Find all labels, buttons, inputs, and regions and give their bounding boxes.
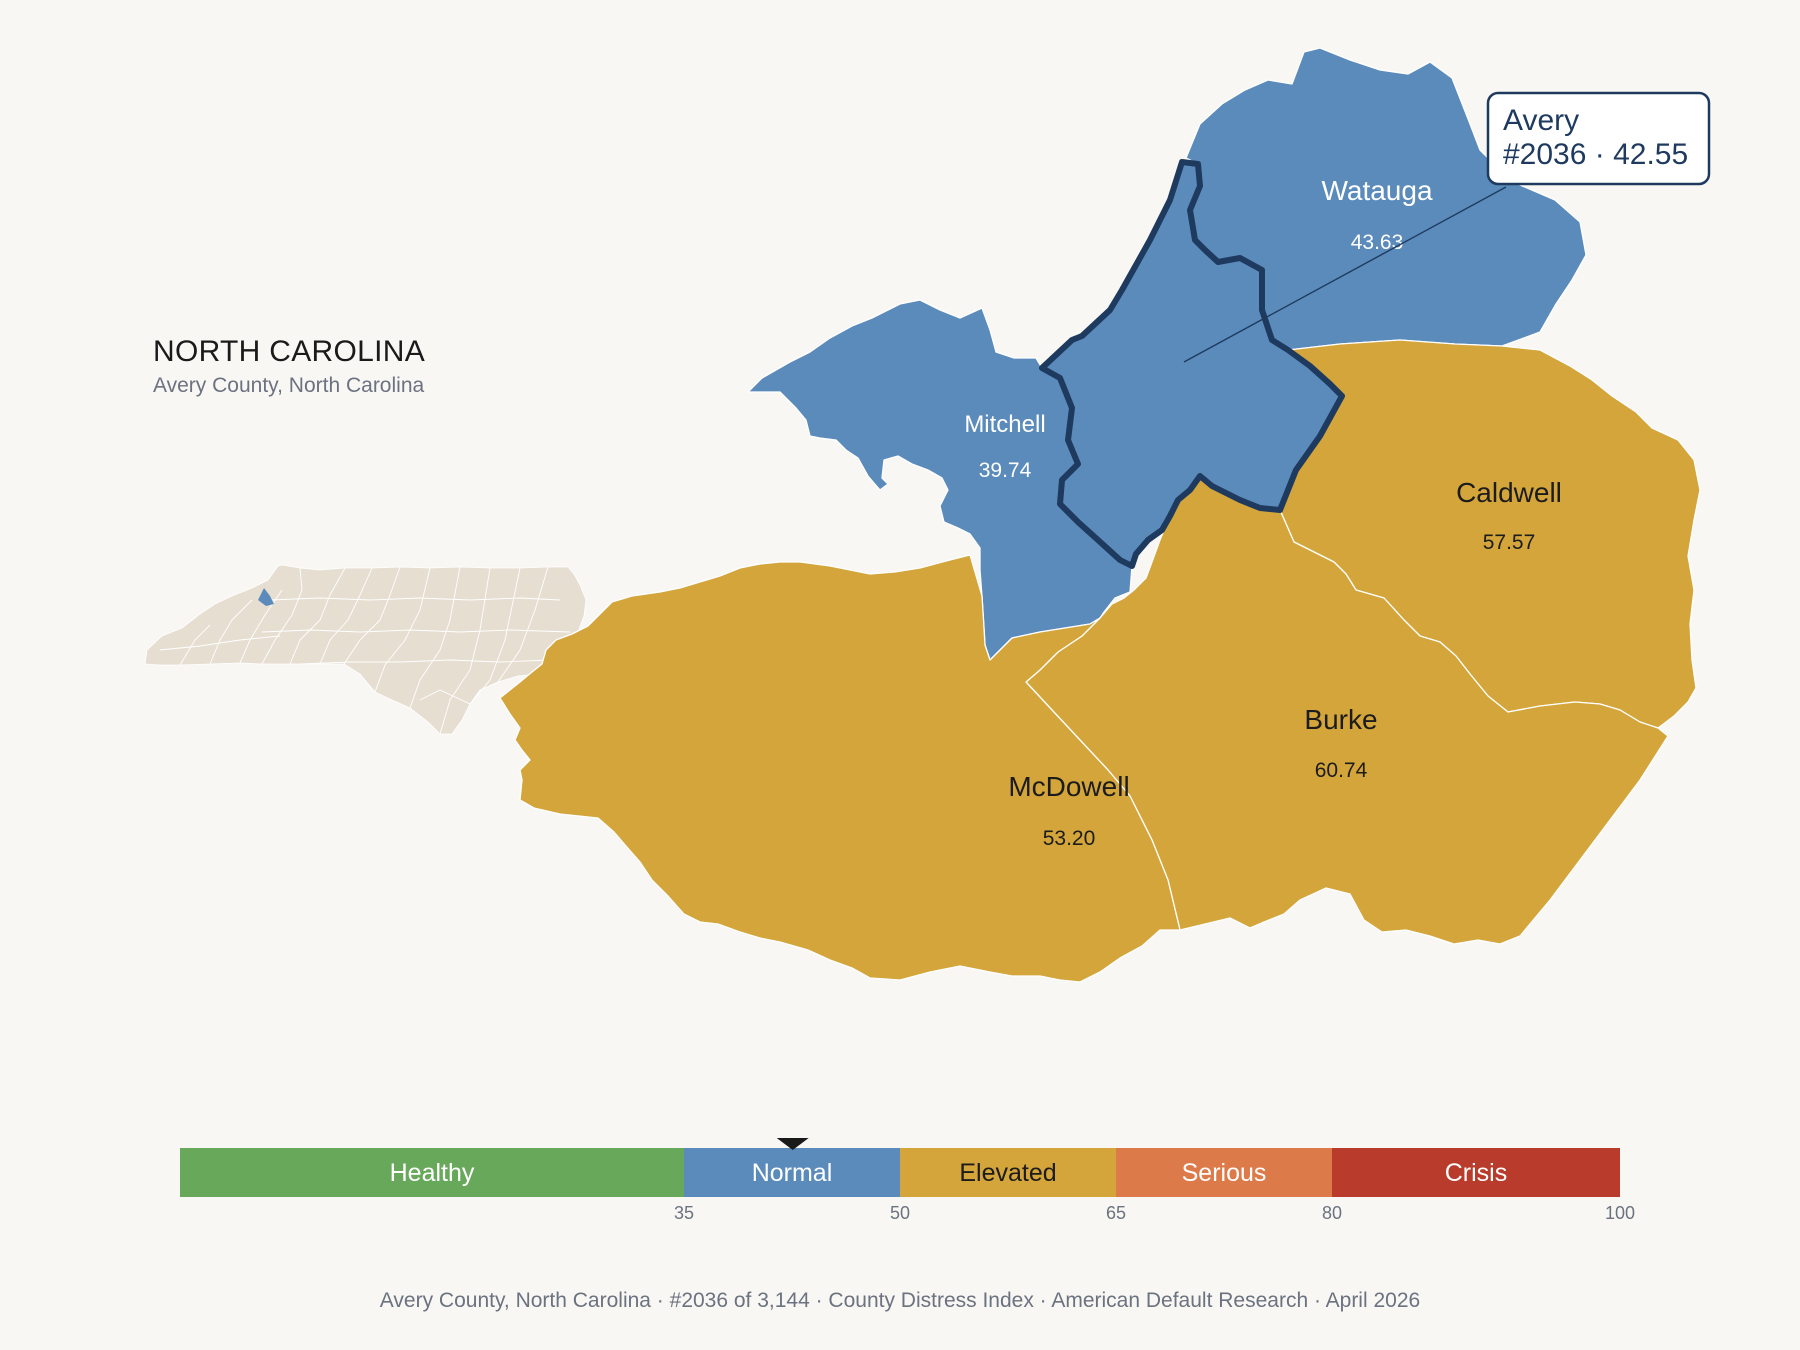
legend-tick-35: 35: [674, 1203, 694, 1223]
legend-band-healthy: [180, 1148, 684, 1197]
inset-avery-highlight: [258, 588, 274, 606]
legend-band-normal: [684, 1148, 900, 1197]
label-mcdowell-name: McDowell: [1008, 771, 1129, 802]
legend-label-elevated: Elevated: [959, 1159, 1056, 1187]
legend-tick-80: 80: [1322, 1203, 1342, 1223]
legend-label-serious: Serious: [1182, 1159, 1267, 1187]
label-mcdowell-value: 53.20: [1043, 827, 1096, 850]
label-watauga-name: Watauga: [1321, 175, 1432, 206]
callout-county: Avery: [1503, 104, 1579, 137]
legend-band-crisis: [1332, 1148, 1620, 1197]
state-title: NORTH CAROLINA: [153, 335, 425, 368]
legend-marker: [776, 1138, 809, 1150]
label-burke-name: Burke: [1304, 704, 1377, 735]
legend-tick-100: 100: [1605, 1203, 1635, 1223]
county-map: [499, 47, 1701, 983]
inset-state-map: [144, 564, 587, 735]
label-caldwell-value: 57.57: [1483, 531, 1536, 554]
inset-county-lines: [159, 566, 571, 735]
callout-detail: #2036 · 42.55: [1503, 138, 1688, 171]
legend-label-normal: Normal: [752, 1159, 833, 1187]
legend-band-elevated: [900, 1148, 1116, 1197]
label-watauga-value: 43.63: [1351, 231, 1404, 254]
avery-callout: Avery #2036 · 42.55: [1183, 91, 1711, 363]
county-labels: Watauga 43.63 Mitchell 39.74 Caldwell 57…: [964, 175, 1562, 850]
legend-tick-65: 65: [1106, 1203, 1126, 1223]
inset-north-carolina-shape: [144, 564, 587, 735]
label-mitchell-value: 39.74: [979, 459, 1032, 482]
distress-scale-legend: Healthy Normal Elevated Serious Crisis 35 50 65…: [180, 1138, 1635, 1223]
footer-credits: Avery County, North Carolina · #2036 of …: [380, 1289, 1420, 1312]
legend-band-serious: [1116, 1148, 1332, 1197]
state-subtitle: Avery County, North Carolina: [153, 374, 424, 397]
label-caldwell-name: Caldwell: [1456, 477, 1562, 508]
legend-tick-50: 50: [890, 1203, 910, 1223]
legend-label-healthy: Healthy: [390, 1159, 475, 1187]
legend-label-crisis: Crisis: [1445, 1159, 1508, 1187]
county-mcdowell[interactable]: [499, 554, 1181, 983]
callout-box: [1486, 91, 1711, 186]
avery-highlight-outline: [1039, 159, 1345, 569]
callout-leader-line: [1183, 186, 1507, 363]
label-mitchell-name: Mitchell: [964, 411, 1045, 438]
label-burke-value: 60.74: [1315, 759, 1368, 782]
